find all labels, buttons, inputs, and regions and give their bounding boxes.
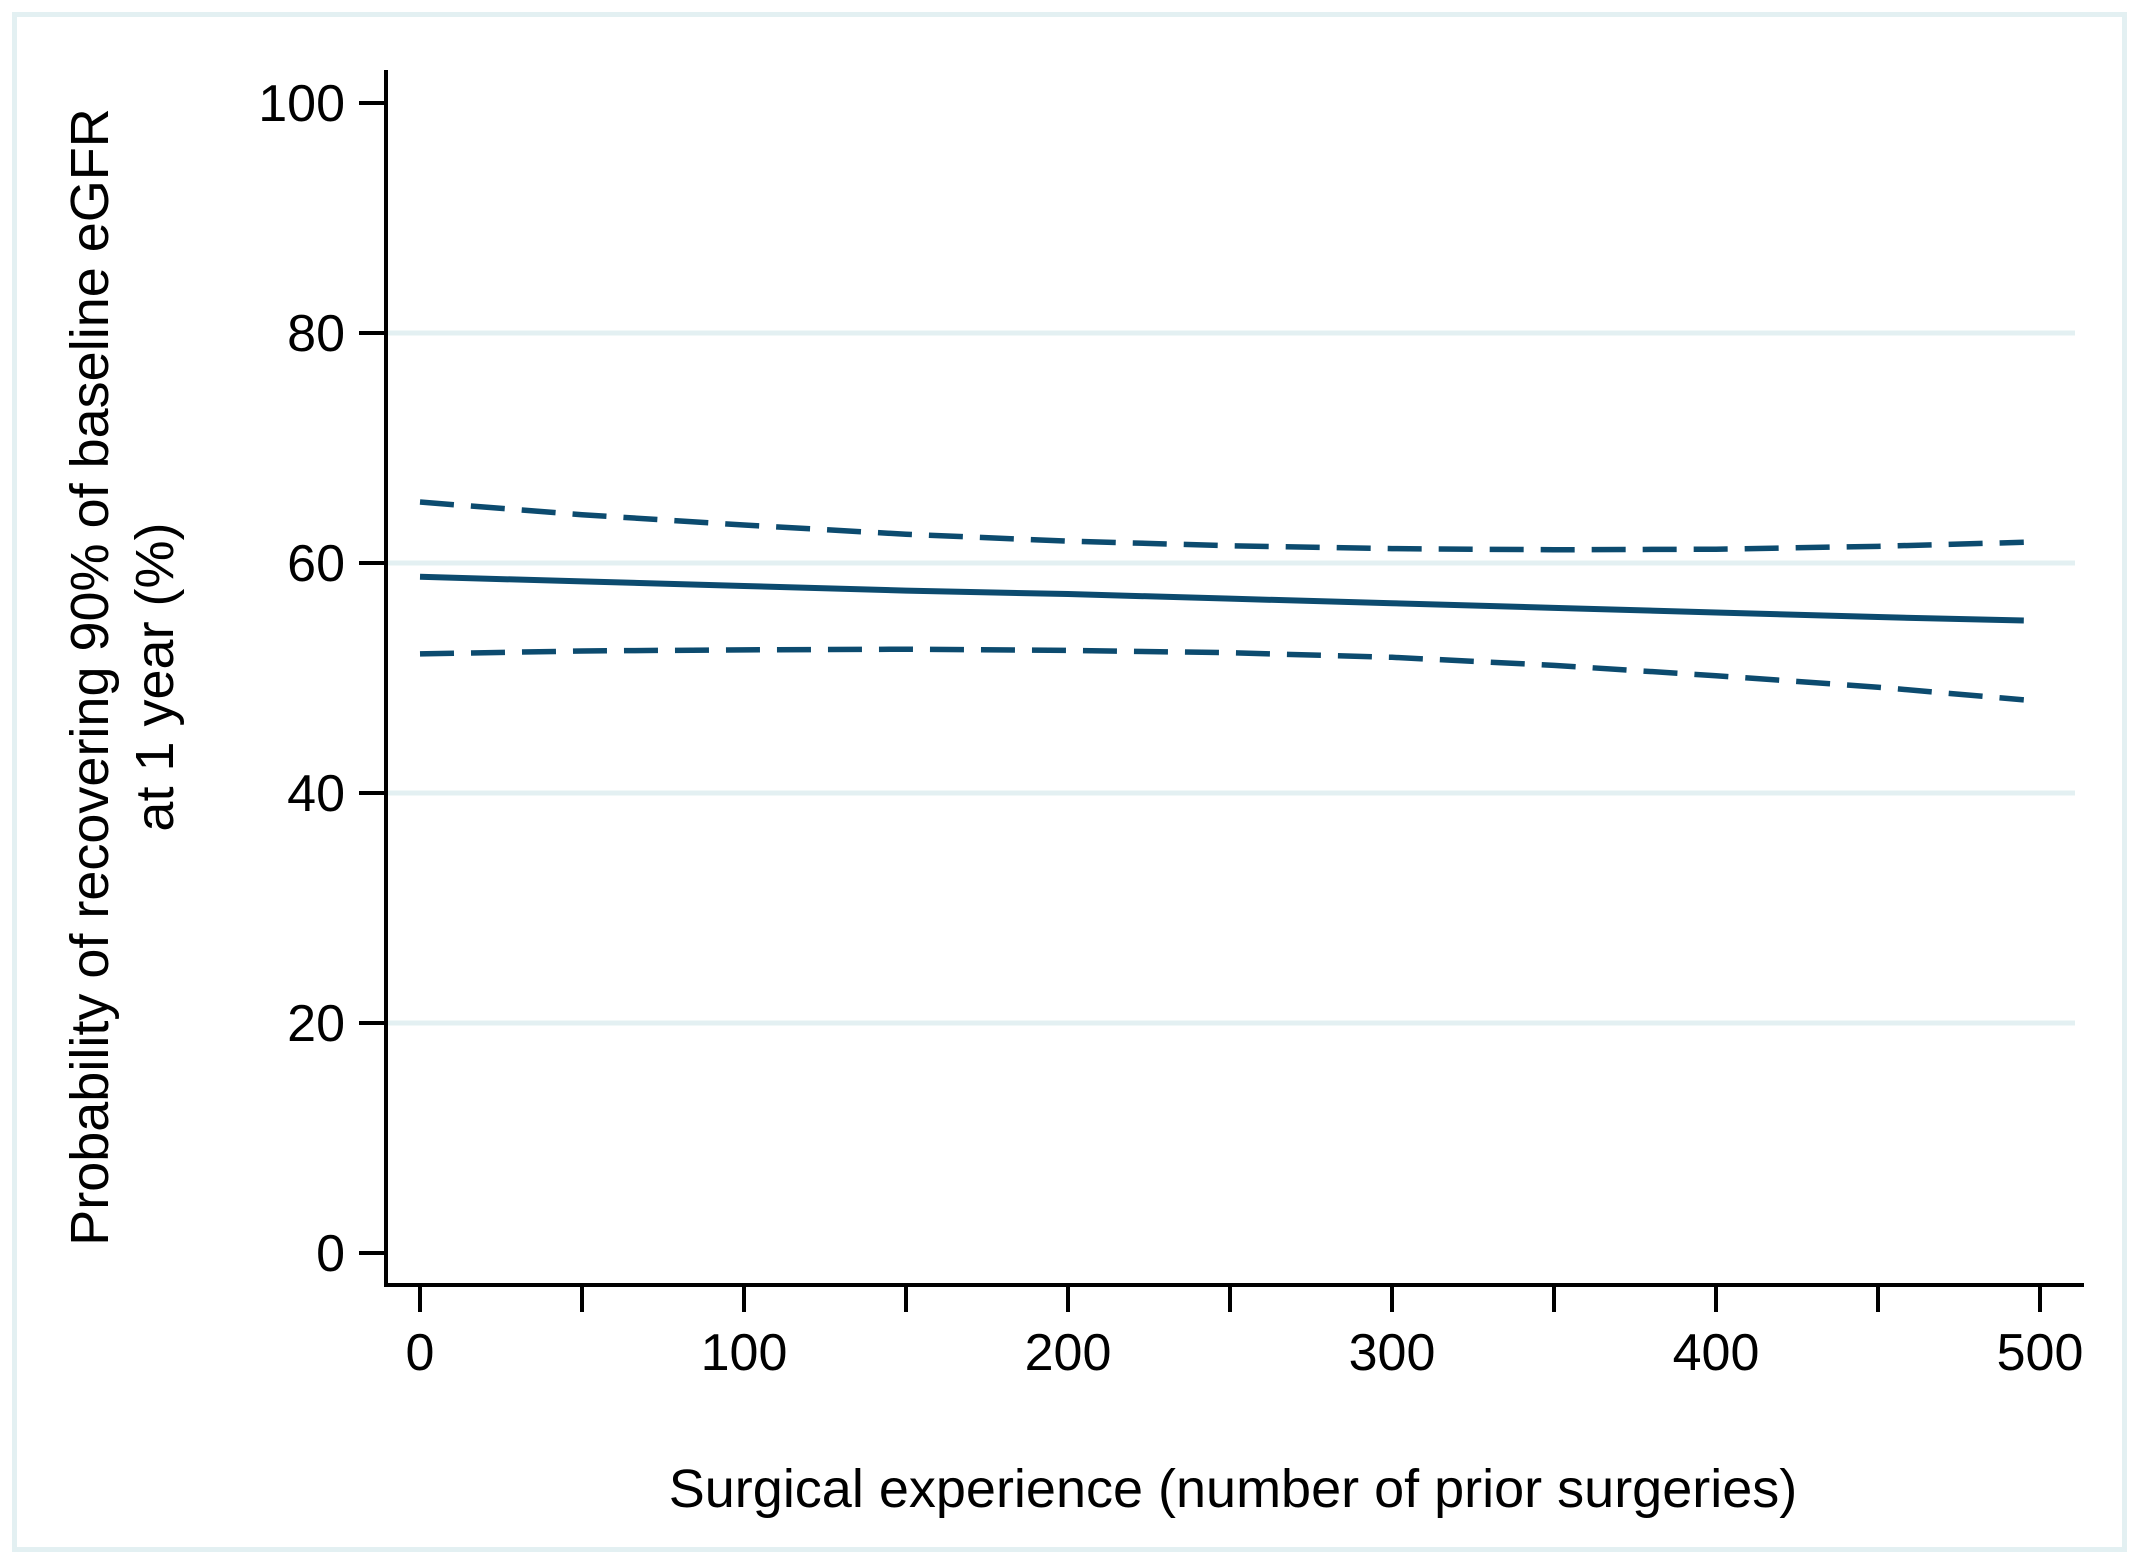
y-axis-title-line1: Probability of recovering 90% of baselin…	[60, 108, 121, 1246]
series-predicted-probability	[419, 573, 2024, 624]
y-tick-label: 80	[287, 305, 345, 363]
y-tick-label: 0	[316, 1225, 345, 1283]
x-axis-title: Surgical experience (number of prior sur…	[668, 1459, 1798, 1519]
y-tick-label: 100	[258, 75, 345, 133]
x-tick-label: 0	[406, 1324, 435, 1382]
series-upper-confidence-limit	[419, 499, 2024, 553]
y-axis-title-line2: at 1 year (%)	[125, 522, 185, 832]
y-tick-label: 20	[287, 995, 345, 1053]
x-tick-label: 200	[1025, 1324, 1112, 1382]
y-tick-label: 40	[287, 765, 345, 823]
y-tick-label: 60	[287, 535, 345, 593]
series-lower-confidence-limit	[419, 646, 2025, 703]
y-axis-title: Probability of recovering 90% of baselin…	[58, 108, 188, 1246]
x-tick-label: 500	[1997, 1324, 2084, 1382]
x-tick-label: 300	[1349, 1324, 1436, 1382]
x-tick-label: 400	[1673, 1324, 1760, 1382]
x-tick-label: 100	[701, 1324, 788, 1382]
